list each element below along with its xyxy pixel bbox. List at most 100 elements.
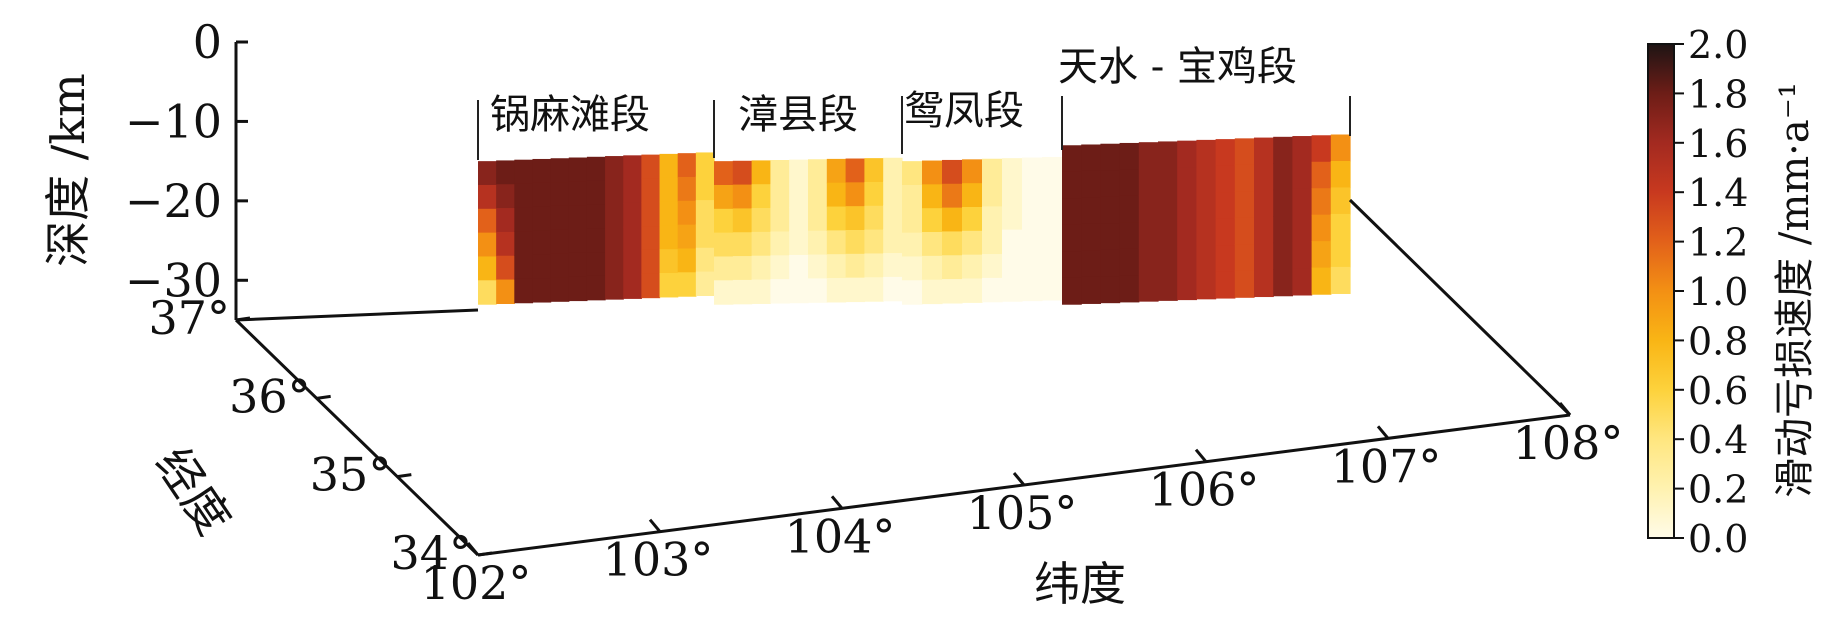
heatmap-cell: [695, 247, 715, 273]
heatmap-cell: [586, 275, 606, 301]
heatmap-cell: [826, 254, 847, 279]
heatmap-cell: [695, 200, 715, 225]
heatmap-cell: [1311, 188, 1332, 216]
heatmap-cell: [751, 255, 771, 281]
heatmap-cell: [1138, 142, 1159, 170]
heatmap-cell: [1081, 144, 1101, 172]
heatmap-cell: [751, 279, 771, 304]
latitude-tick-label: 35°: [310, 448, 392, 502]
heatmap-cell: [550, 158, 570, 183]
heatmap-cell: [568, 252, 588, 278]
heatmap-cell: [1215, 139, 1236, 167]
heatmap-cell: [605, 227, 624, 252]
segment-label-1: 锅麻滩段: [490, 92, 650, 138]
latitude-tick-label: 34°: [390, 526, 472, 580]
heatmap-cell: [1311, 135, 1332, 163]
segment-label-2: 漳县段: [738, 92, 858, 138]
latitude-tick-label: 36°: [229, 369, 311, 423]
heatmap-cell: [1292, 162, 1313, 190]
heatmap-cell: [1330, 213, 1351, 242]
heatmap-cell: [1119, 195, 1140, 223]
heatmap-cell: [1273, 163, 1293, 191]
heatmap-cell: [864, 181, 884, 207]
heatmap-cell: [550, 253, 570, 278]
longitude-tick-label: 102°: [421, 556, 532, 610]
heatmap-cell: [883, 253, 903, 278]
heatmap-cell: [641, 178, 661, 203]
heatmap-cell: [1022, 252, 1043, 278]
heatmap-cell: [1254, 243, 1274, 271]
heatmap-cell: [1100, 223, 1121, 251]
heatmap-cell: [496, 184, 515, 209]
longitude-tick-label: 105°: [967, 486, 1078, 540]
heatmap-cell: [532, 230, 552, 255]
heatmap-cell: [1081, 276, 1101, 304]
heatmap-cell: [808, 278, 828, 303]
heatmap-cell: [1138, 195, 1159, 223]
heatmap-cell: [1273, 242, 1293, 270]
heatmap-cell: [1158, 220, 1178, 248]
heatmap-cell: [789, 207, 809, 232]
heatmap-cell: [732, 256, 753, 281]
longitude-tick: [1558, 402, 1572, 416]
heatmap-cell: [714, 184, 734, 210]
heatmap-cell: [902, 280, 923, 305]
colorbar-tick-label: 1.4: [1688, 171, 1748, 215]
heatmap-cell: [1002, 277, 1023, 302]
depth-ticks: 0 −10 −20 −30: [125, 15, 248, 307]
heatmap-cell: [1022, 229, 1043, 254]
latitude-tick: [235, 316, 251, 322]
heatmap-cell: [1292, 188, 1313, 217]
heatmap-cell: [883, 205, 903, 230]
heatmap-cell: [1158, 167, 1178, 195]
colorbar-tick-label: 1.8: [1688, 72, 1748, 116]
heatmap-cell: [496, 255, 515, 281]
depth-tick-label: 0: [193, 15, 222, 69]
heatmap-cell: [586, 156, 606, 182]
heatmap-cell: [1196, 192, 1217, 220]
heatmap-cell: [1042, 252, 1063, 277]
heatmap-cell: [1042, 276, 1063, 301]
heatmap-cell: [1234, 217, 1255, 245]
colorbar-label: 滑动亏损速度 /mm·a⁻¹: [1772, 82, 1818, 498]
heatmap-cell: [568, 205, 588, 230]
heatmap-cell: [1100, 249, 1121, 277]
heatmap-cell: [942, 183, 963, 209]
heatmap-cell: [1311, 267, 1332, 295]
heatmap-cell: [732, 208, 753, 233]
heatmap-cell: [751, 208, 771, 233]
heatmap-cell: [695, 271, 715, 296]
heatmap-cell: [962, 183, 983, 208]
heatmap-cell: [1330, 187, 1351, 215]
longitude-tick-label: 107°: [1331, 439, 1442, 493]
heatmap-cell: [1215, 192, 1236, 220]
heatmap-cell: [1119, 275, 1140, 303]
colorbar-tick-label: 2.0: [1688, 23, 1748, 67]
heatmap-cell: [789, 159, 809, 185]
heatmap-cell: [496, 208, 515, 233]
latitude-tick-label: 37°: [148, 291, 230, 345]
longitude-tick-label: 103°: [603, 533, 714, 587]
heatmap-cell: [677, 224, 697, 250]
heatmap-cell: [714, 161, 734, 186]
latitude-axis-label: 经度: [145, 438, 241, 544]
longitude-tick: [648, 518, 662, 533]
latitude-ticks: 37° 36° 35° 34°: [148, 291, 493, 580]
heatmap-cell: [883, 157, 903, 183]
heatmap-cell: [605, 251, 624, 276]
heatmap-cell: [605, 275, 624, 300]
heatmap-cell: [659, 225, 679, 250]
heatmap-cell: [826, 230, 847, 255]
heatmap-cell: [641, 273, 661, 299]
colorbar-tick-label: 0.8: [1688, 319, 1748, 363]
heatmap-cell: [550, 229, 570, 255]
heatmap-cell: [1100, 170, 1121, 198]
heatmap-cell: [1062, 171, 1082, 199]
latitude-tick: [477, 551, 493, 557]
heatmap-cell: [982, 182, 1003, 207]
heatmap-cell: [1022, 181, 1043, 206]
heatmap-cell: [770, 255, 790, 280]
latitude-axis-line: [234, 318, 480, 557]
heatmap-cell: [982, 158, 1003, 184]
heatmap-cell: [1100, 276, 1121, 304]
